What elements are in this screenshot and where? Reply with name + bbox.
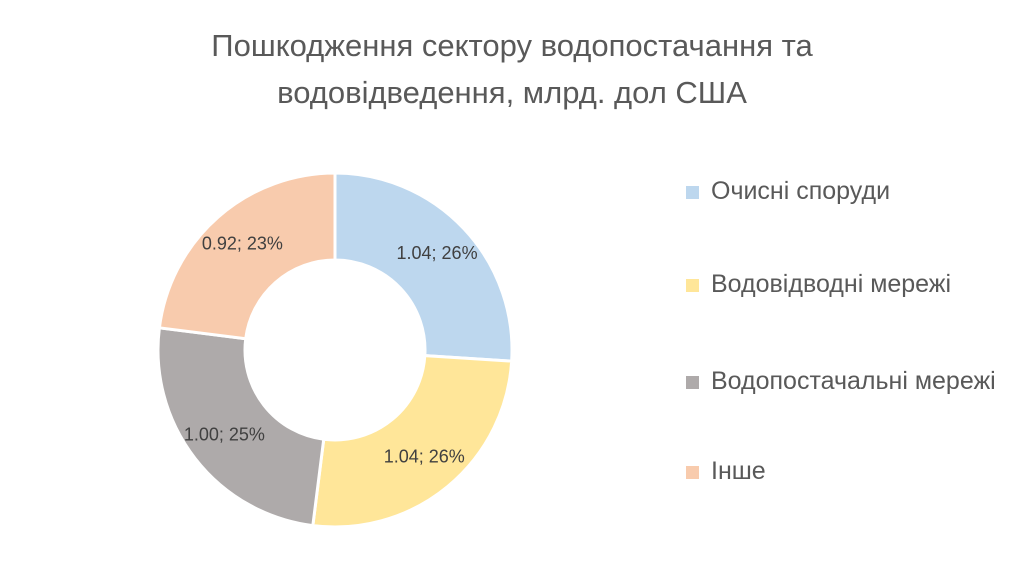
chart-title-line-2: водовідведення, млрд. дол США (277, 75, 747, 110)
legend-label-2: Водопостачальні мережі (711, 367, 996, 395)
data-label-2: 1.00; 25% (184, 425, 265, 445)
chart-title: Пошкодження сектору водопостачання та во… (0, 22, 1024, 116)
legend-label-0: Очисні споруди (711, 177, 891, 205)
data-label-0: 1.04; 26% (397, 243, 478, 263)
legend-item-3: Інше (686, 452, 1011, 490)
legend-swatch-1 (686, 279, 699, 292)
legend-label-1: Водовідводні мережі (711, 270, 952, 298)
legend-swatch-2 (686, 376, 699, 389)
legend-label-3: Інше (711, 457, 766, 485)
legend-item-2: Водопостачальні мережі (686, 362, 1011, 400)
legend-swatch-0 (686, 186, 699, 199)
donut-slice-0 (333, 171, 514, 363)
legend-swatch-3 (686, 466, 699, 479)
chart-title-line-1: Пошкодження сектору водопостачання та (211, 28, 813, 63)
donut-slice-3 (157, 171, 337, 341)
legend-item-1: Водовідводні мережі (686, 265, 1011, 303)
donut-slice-2 (156, 326, 326, 528)
data-label-1: 1.04; 26% (384, 447, 465, 467)
legend-item-0: Очисні споруди (686, 172, 1011, 210)
data-label-3: 0.92; 23% (202, 234, 283, 254)
donut-slice-1 (311, 354, 514, 529)
